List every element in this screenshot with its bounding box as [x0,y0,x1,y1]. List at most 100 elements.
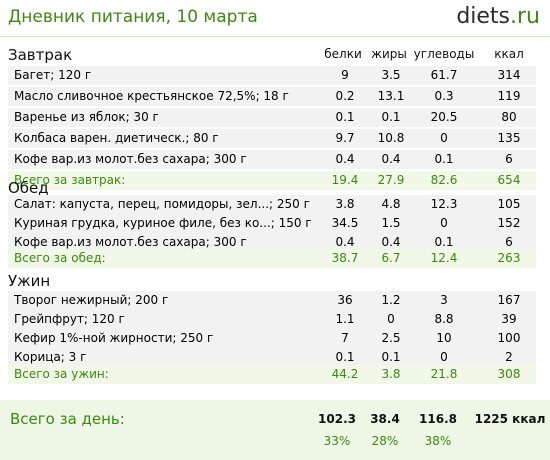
total-protein: 38.7 [331,251,359,265]
food-fat: 0.4 [381,152,401,166]
food-protein: 0.4 [335,152,355,166]
column-header-protein: белки [324,47,362,61]
food-fat: 10.8 [377,131,405,145]
food-fat: 13.1 [377,89,405,103]
food-fat: 0.4 [381,235,401,249]
food-row[interactable]: Багет; 120 г 9 3.5 61.7 314 [8,66,536,85]
food-protein: 34.5 [331,216,359,230]
food-name: Багет; 120 г [14,68,92,82]
meal-total-row: Всего за завтрак: 19.4 27.9 82.6 654 [8,171,536,190]
food-carbs: 61.7 [430,68,458,82]
meal-total-row: Всего за обед: 38.7 6.7 12.4 263 [8,249,536,268]
header-divider [0,36,550,37]
total-fat: 6.7 [381,251,401,265]
logo-main: diets [456,4,511,29]
column-header-fat: жиры [371,47,407,61]
food-name: Творог нежирный; 200 г [14,293,169,307]
food-kcal: 167 [497,293,521,307]
food-kcal: 314 [497,68,521,82]
food-name: Масло сливочное крестьянское 72,5%; 18 г [14,89,289,103]
food-carbs: 0 [440,131,448,145]
total-kcal: 654 [497,173,521,187]
column-header-kcal: ккал [494,47,524,61]
food-kcal: 152 [497,216,521,230]
food-kcal: 119 [497,89,521,103]
day-kcal: 1225 ккал [474,412,546,426]
food-kcal: 6 [505,235,513,249]
food-protein: 0.1 [335,350,355,364]
site-logo[interactable]: diets.ru [456,4,540,29]
day-protein-percent: 33% [323,434,351,448]
meal-total-label: Всего за завтрак: [14,173,126,187]
food-name: Кофе вар.из молот.без сахара; 300 г [14,152,247,166]
food-kcal: 135 [497,131,521,145]
food-fat: 1.5 [381,216,401,230]
food-fat: 0.1 [381,350,401,364]
food-row[interactable]: Салат: капуста, перец, помидоры, зел...;… [8,195,536,214]
page-title: Дневник питания, 10 марта [8,7,258,27]
food-row[interactable]: Варенье из яблок; 30 г 0.1 0.1 20.5 80 [8,108,536,127]
total-carbs: 21.8 [430,367,458,381]
food-carbs: 0 [440,216,448,230]
total-protein: 19.4 [331,173,359,187]
food-fat: 4.8 [381,197,401,211]
food-name: Салат: капуста, перец, помидоры, зел...;… [14,197,310,211]
food-carbs: 0.3 [434,89,454,103]
meal-total-row: Всего за ужин: 44.2 3.8 21.8 308 [8,365,536,384]
meal-title-lunch: Обед [8,179,49,197]
food-kcal: 2 [505,350,513,364]
food-fat: 3.5 [381,68,401,82]
food-row[interactable]: Кефир 1%-ной жирности; 250 г 7 2.5 10 10… [8,329,536,348]
food-row[interactable]: Кофе вар.из молот.без сахара; 300 г 0.4 … [8,233,536,252]
food-kcal: 6 [505,152,513,166]
total-fat: 3.8 [381,367,401,381]
food-protein: 3.8 [335,197,355,211]
day-total-label: Всего за день: [10,410,125,428]
day-carbs-percent: 38% [424,434,452,448]
total-fat: 27.9 [377,173,405,187]
total-carbs: 82.6 [430,173,458,187]
food-row[interactable]: Творог нежирный; 200 г 36 1.2 3 167 [8,291,536,310]
food-name: Корица; 3 г [14,350,87,364]
food-carbs: 20.5 [430,110,458,124]
food-fat: 2.5 [381,331,401,345]
food-row[interactable]: Кофе вар.из молот.без сахара; 300 г 0.4 … [8,150,536,169]
food-protein: 36 [337,293,353,307]
total-kcal: 308 [497,367,521,381]
food-carbs: 0 [440,350,448,364]
food-row[interactable]: Грейпфрут; 120 г 1.1 0 8.8 39 [8,310,536,329]
day-fat-percent: 28% [371,434,399,448]
food-row[interactable]: Куриная грудка, куриное филе, без ко...;… [8,214,536,233]
food-fat: 0.1 [381,110,401,124]
total-kcal: 263 [497,251,521,265]
food-name: Кофе вар.из молот.без сахара; 300 г [14,235,247,249]
food-kcal: 105 [497,197,521,211]
food-name: Грейпфрут; 120 г [14,312,125,326]
food-carbs: 3 [440,293,448,307]
food-protein: 0.2 [335,89,355,103]
food-row[interactable]: Корица; 3 г 0.1 0.1 0 2 [8,348,536,367]
meal-total-label: Всего за обед: [14,251,106,265]
food-row[interactable]: Колбаса варен. диетическ.; 80 г 9.7 10.8… [8,129,536,148]
food-name: Кефир 1%-ной жирности; 250 г [14,331,214,345]
logo-domain: .ru [510,4,540,29]
food-fat: 1.2 [381,293,401,307]
food-protein: 0.4 [335,235,355,249]
food-fat: 0 [387,312,395,326]
day-protein: 102.3 [318,412,356,426]
food-carbs: 0.1 [434,152,454,166]
food-protein: 9.7 [335,131,355,145]
food-protein: 9 [341,68,349,82]
meal-title-dinner: Ужин [8,272,51,290]
food-kcal: 100 [497,331,521,345]
food-row[interactable]: Масло сливочное крестьянское 72,5%; 18 г… [8,87,536,106]
food-protein: 0.1 [335,110,355,124]
day-carbs: 116.8 [419,412,457,426]
food-name: Колбаса варен. диетическ.; 80 г [14,131,219,145]
total-protein: 44.2 [331,367,359,381]
food-protein: 1.1 [335,312,355,326]
total-carbs: 12.4 [430,251,458,265]
food-kcal: 80 [501,110,517,124]
page-header: Дневник питания, 10 марта diets.ru [0,0,550,38]
day-total-panel: Всего за день: 102.3 38.4 116.8 1225 кка… [0,400,550,460]
